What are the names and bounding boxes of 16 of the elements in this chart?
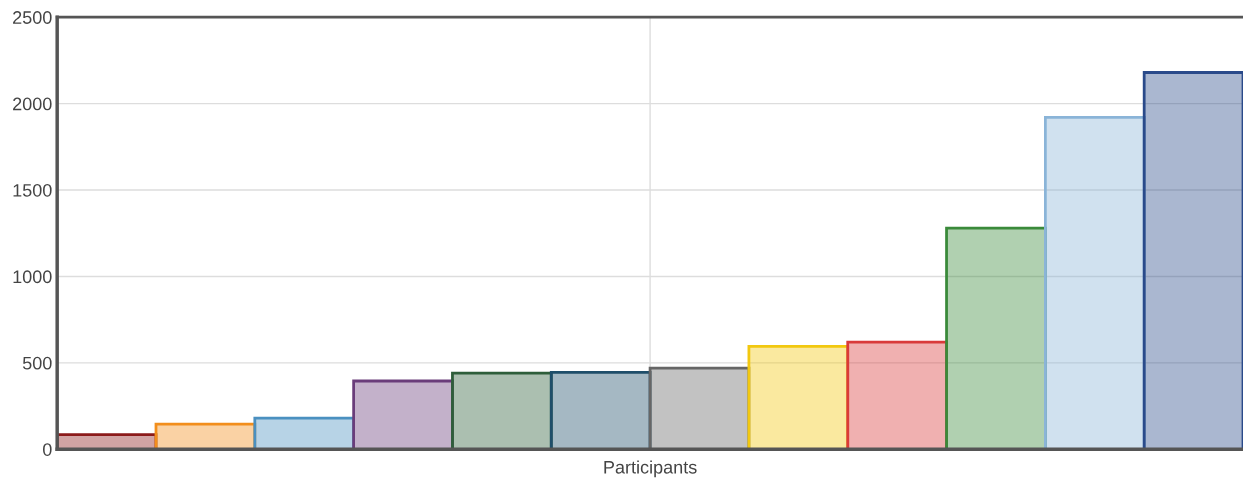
bar — [945, 226, 1047, 450]
bar — [451, 371, 553, 450]
y-tick-label: 1000 — [13, 270, 52, 284]
y-tick-label: 1500 — [13, 183, 52, 197]
y-tick-label: 500 — [22, 356, 52, 370]
bar — [57, 433, 158, 450]
y-tick-label: 2000 — [13, 97, 52, 111]
bar — [1043, 116, 1146, 450]
bar — [352, 379, 454, 450]
y-tick-label: 0 — [42, 443, 52, 456]
bar — [846, 340, 948, 450]
y-tick-label: 2500 — [13, 11, 52, 24]
bar — [549, 370, 652, 450]
x-tick-label: Participants — [604, 460, 697, 478]
bar — [648, 366, 751, 450]
bar — [1142, 71, 1243, 450]
